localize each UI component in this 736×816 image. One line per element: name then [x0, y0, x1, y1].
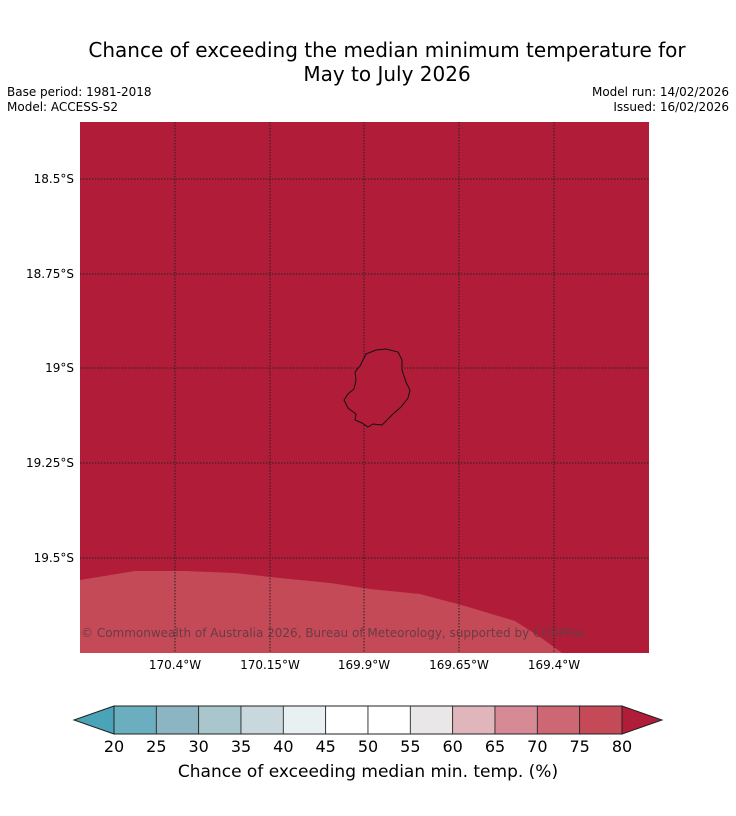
lat-label: 18.5°S [34, 172, 74, 186]
lat-label: 19.25°S [26, 456, 74, 470]
lat-label: 19.5°S [34, 551, 74, 565]
colorbar-tick-label: 45 [315, 737, 335, 756]
colorbar-tick-label: 20 [104, 737, 124, 756]
lon-label: 170.4°W [149, 658, 201, 672]
lat-label: 18.75°S [26, 267, 74, 281]
colorbar-tick-label: 65 [485, 737, 505, 756]
colorbar-segment [240, 705, 284, 735]
colorbar-segment [198, 705, 242, 735]
colorbar-under-arrow [72, 705, 115, 735]
colorbar-segment [452, 705, 496, 735]
title-line-2: May to July 2026 [303, 62, 471, 86]
colorbar-tick-label: 80 [612, 737, 632, 756]
island-coastline [343, 348, 411, 428]
colorbar-tick-label: 30 [188, 737, 208, 756]
colorbar-segments [113, 705, 623, 735]
colorbar-tick-label: 50 [358, 737, 378, 756]
copyright-text: © Commonwealth of Australia 2026, Bureau… [81, 626, 586, 640]
colorbar-label: Chance of exceeding median min. temp. (%… [177, 762, 559, 782]
colorbar-segment [409, 705, 454, 735]
colorbar-tick-label: 75 [569, 737, 589, 756]
colorbar-tick-label: 25 [146, 737, 166, 756]
meta-left: Base period: 1981-2018 Model: ACCESS-S2 [7, 85, 152, 115]
title-line-1: Chance of exceeding the median minimum t… [88, 38, 686, 62]
model-run-text: Model run: 14/02/2026 [591, 85, 729, 99]
colorbar: 20 25 30 35 40 45 50 55 60 65 70 75 80 [72, 705, 664, 756]
colorbar-segment [579, 705, 623, 735]
colorbar-outline [113, 705, 623, 735]
colorbar-segment [282, 705, 327, 735]
map: 18.5°S 18.75°S 19°S 19.25°S 19.5°S 170.4… [26, 122, 649, 672]
meta-right: Model run: 14/02/2026 Issued: 16/02/2026 [592, 85, 729, 115]
model-text: Model: ACCESS-S2 [7, 100, 119, 114]
colorbar-segment [536, 705, 581, 735]
lon-label: 170.15°W [240, 658, 300, 672]
probability-band-75-80 [80, 571, 562, 653]
colorbar-tick-label: 35 [231, 737, 251, 756]
colorbar-segment [494, 705, 538, 735]
lon-label: 169.4°W [528, 658, 580, 672]
colorbar-over-arrow [621, 705, 664, 735]
colorbar-segment [367, 705, 411, 735]
lat-label: 19°S [45, 361, 74, 375]
chart-title: Chance of exceeding the median minimum t… [0, 38, 736, 86]
colorbar-tick-label: 60 [442, 737, 462, 756]
colorbar-tick-label: 55 [400, 737, 420, 756]
colorbar-tick-label: 70 [527, 737, 547, 756]
colorbar-segment [155, 705, 200, 735]
base-period-text: Base period: 1981-2018 [7, 85, 152, 99]
lon-label: 169.65°W [429, 658, 489, 672]
colorbar-segment [113, 705, 157, 735]
lon-label: 169.9°W [338, 658, 390, 672]
colorbar-segment [325, 705, 369, 735]
colorbar-ticks: 20 25 30 35 40 45 50 55 60 65 70 75 80 [104, 737, 632, 756]
colorbar-tick-label: 40 [273, 737, 293, 756]
issued-text: Issued: 16/02/2026 [613, 100, 729, 114]
